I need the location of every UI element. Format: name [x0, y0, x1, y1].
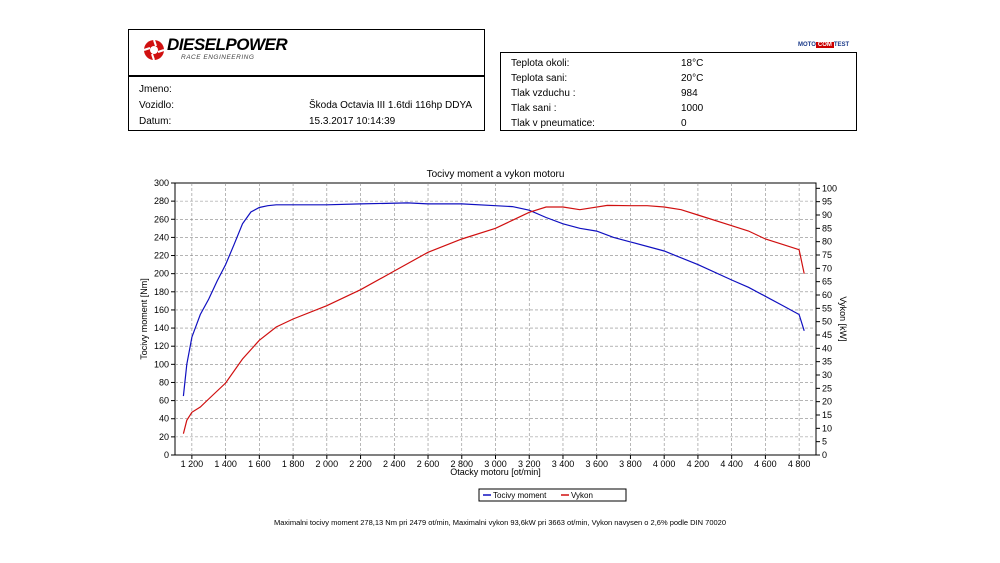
x-tick-label: 4 000 [653, 459, 676, 469]
y-tick-label: 160 [154, 305, 169, 315]
x-tick-label: 2 200 [349, 459, 372, 469]
y2-tick-label: 60 [822, 290, 832, 300]
vehicle-info-box: Jmeno: Vozidlo: Škoda Octavia III 1.6tdi 1… [128, 76, 485, 131]
y2-tick-label: 100 [822, 183, 837, 193]
x-tick-label: 3 800 [619, 459, 642, 469]
series-line-power [182, 204, 805, 434]
y2-tick-label: 95 [822, 197, 832, 207]
y-tick-label: 280 [154, 196, 169, 206]
logo-text: DIESELPOWER [167, 35, 288, 54]
logo-subtitle: RACE ENGINEERING [181, 54, 255, 61]
condition-label: Tlak sani : [511, 103, 557, 114]
y-tick-label: 80 [159, 377, 169, 387]
x-tick-label: 3 400 [552, 459, 575, 469]
badge-mid: COM [815, 42, 834, 48]
legend-label: Tocivy moment [493, 491, 547, 500]
y2-tick-label: 50 [822, 317, 832, 327]
x-tick-label: 3 000 [484, 459, 507, 469]
y-tick-label: 40 [159, 414, 169, 424]
y2-tick-label: 80 [822, 237, 832, 247]
x-tick-label: 1 800 [282, 459, 305, 469]
y2-tick-label: 10 [822, 423, 832, 433]
series-line-torque [182, 202, 805, 397]
y2-tick-label: 55 [822, 303, 832, 313]
y2-tick-label: 65 [822, 277, 832, 287]
y2-tick-label: 25 [822, 383, 832, 393]
y2-tick-label: 35 [822, 357, 832, 367]
y2-axis-label: Vykon [kW] [838, 296, 848, 341]
y2-tick-label: 90 [822, 210, 832, 220]
x-tick-label: 1 400 [214, 459, 237, 469]
y2-tick-label: 40 [822, 343, 832, 353]
legend-label: Vykon [571, 491, 593, 500]
y-tick-label: 200 [154, 269, 169, 279]
x-tick-label: 3 600 [585, 459, 608, 469]
y-tick-label: 20 [159, 432, 169, 442]
condition-value: 984 [681, 88, 698, 99]
y-axis-label: Tocivy moment [Nm] [139, 278, 149, 360]
x-tick-label: 2 400 [383, 459, 406, 469]
legend-box [478, 488, 627, 502]
badge-left: MOTO [798, 42, 816, 48]
x-tick-label: 4 600 [754, 459, 777, 469]
vehicle-label: Jmeno: [139, 84, 172, 95]
vehicle-value: 15.3.2017 10:14:39 [309, 116, 396, 127]
x-tick-label: 4 800 [788, 459, 811, 469]
condition-value: 0 [681, 118, 687, 129]
y2-tick-label: 75 [822, 250, 832, 260]
x-tick-label: 1 200 [181, 459, 204, 469]
condition-label: Tlak vzduchu : [511, 88, 576, 99]
x-tick-label: 2 000 [316, 459, 339, 469]
y-tick-label: 0 [164, 450, 169, 460]
y2-tick-label: 20 [822, 397, 832, 407]
y2-tick-label: 15 [822, 410, 832, 420]
logo-box: DIESELPOWER RACE ENGINEERING [128, 29, 485, 76]
x-tick-label: 2 600 [417, 459, 440, 469]
motocom-badge: MOTO COM TEST [798, 42, 849, 48]
y-tick-label: 260 [154, 214, 169, 224]
y-tick-label: 120 [154, 341, 169, 351]
x-tick-label: 3 200 [518, 459, 541, 469]
condition-label: Tlak v pneumatice: [511, 118, 595, 129]
y2-tick-label: 45 [822, 330, 832, 340]
condition-label: Teplota sani: [511, 73, 568, 84]
y-tick-label: 300 [154, 178, 169, 188]
y-tick-label: 60 [159, 396, 169, 406]
chart-title: Tocivy moment a vykon motoru [427, 169, 565, 180]
x-tick-label: 4 200 [687, 459, 710, 469]
badge-right: TEST [833, 42, 850, 48]
y-tick-label: 140 [154, 323, 169, 333]
y-tick-label: 220 [154, 251, 169, 261]
turbo-logo-icon [143, 39, 165, 61]
x-tick-label: 1 600 [248, 459, 271, 469]
condition-value: 1000 [681, 103, 704, 114]
condition-value: 20°C [681, 73, 704, 84]
x-tick-label: 2 800 [450, 459, 473, 469]
y-tick-label: 180 [154, 287, 169, 297]
x-tick-label: 4 400 [720, 459, 743, 469]
conditions-box: Teplota okoli: 18°C Teplota sani: 20°C Tlak … [500, 52, 857, 131]
y2-tick-label: 30 [822, 370, 832, 380]
y2-tick-label: 0 [822, 450, 827, 460]
vehicle-value: Škoda Octavia III 1.6tdi 116hp DDYA [309, 100, 473, 111]
vehicle-label: Vozidlo: [139, 100, 175, 111]
y2-tick-label: 85 [822, 223, 832, 233]
vehicle-label: Datum: [139, 116, 172, 127]
y2-tick-label: 5 [822, 437, 827, 447]
x-axis-label: Otacky motoru [ot/min] [450, 467, 541, 477]
condition-label: Teplota okoli: [511, 58, 570, 69]
y-tick-label: 100 [154, 359, 169, 369]
footer-summary: Maximalni tocivy moment 278,13 Nm pri 24… [273, 518, 727, 527]
condition-value: 18°C [681, 58, 704, 69]
y2-tick-label: 70 [822, 263, 832, 273]
y-tick-label: 240 [154, 232, 169, 242]
